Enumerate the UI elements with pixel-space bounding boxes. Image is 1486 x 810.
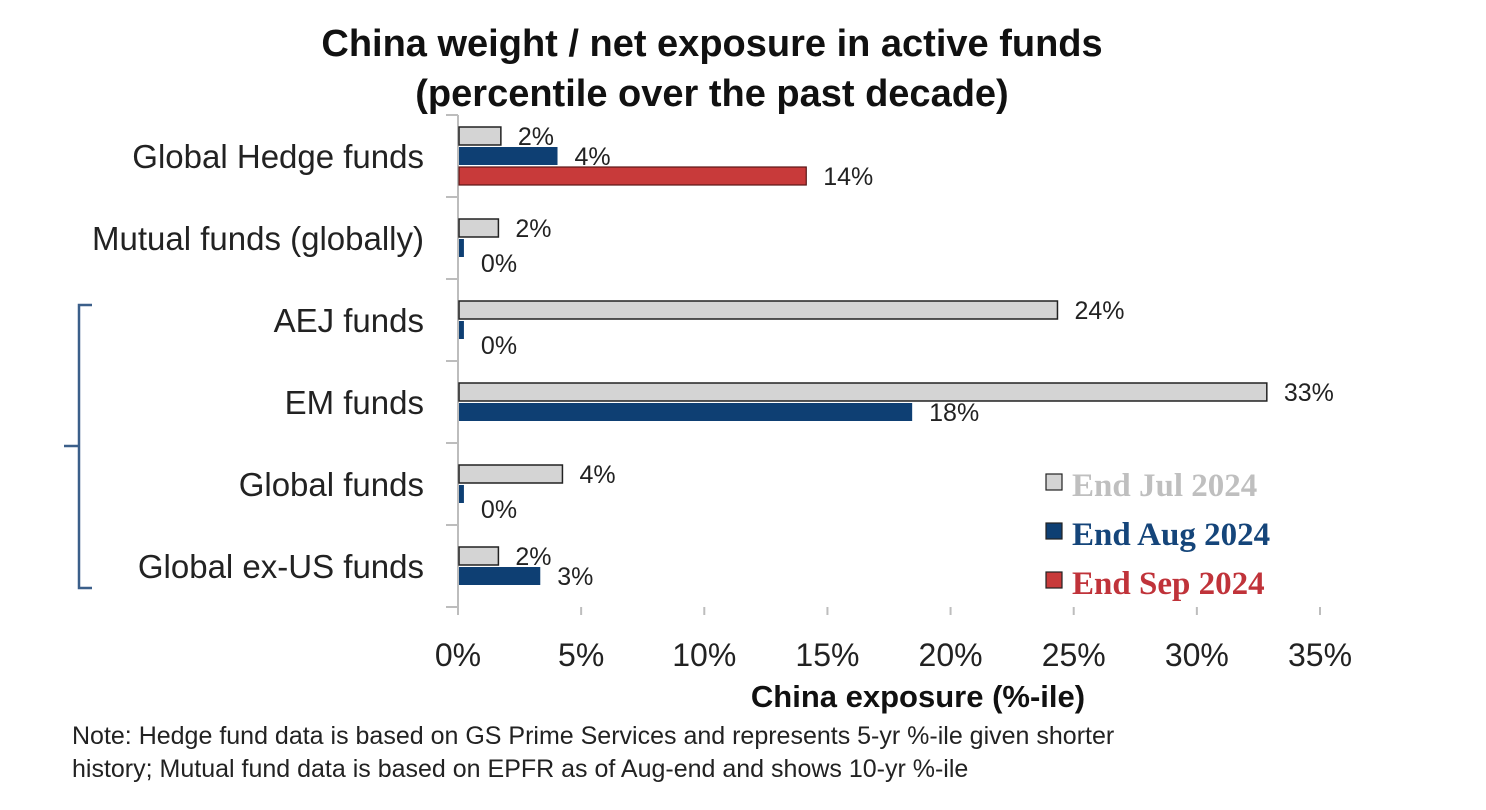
data-label: 24% bbox=[1074, 297, 1124, 325]
legend-swatch bbox=[1045, 522, 1063, 540]
category-label: Global ex-US funds bbox=[138, 548, 424, 585]
data-label: 0% bbox=[481, 332, 517, 360]
x-tick-label: 0% bbox=[435, 637, 481, 673]
bar-end-aug-2024 bbox=[459, 403, 913, 421]
chart-title-line-1: China weight / net exposure in active fu… bbox=[321, 23, 1102, 65]
data-label: 0% bbox=[481, 496, 517, 524]
legend-label: End Aug 2024 bbox=[1072, 517, 1270, 553]
category-labels: Global Hedge funds Mutual funds (globally… bbox=[92, 138, 424, 585]
data-labels: 2%4%14%2%0%24%0%33%18%4%0%2%3% bbox=[481, 123, 1334, 591]
chart-legend: End Jul 2024 End Aug 2024 End Sep 2024 bbox=[1045, 468, 1270, 602]
chart-axes bbox=[446, 114, 1321, 615]
chart-bars bbox=[458, 126, 1268, 585]
bar-end-jul-2024 bbox=[458, 300, 1059, 320]
legend-swatch bbox=[1045, 571, 1063, 589]
note-line-1: Note: Hedge fund data is based on GS Pri… bbox=[72, 722, 1115, 750]
chart: China weight / net exposure in active fu… bbox=[64, 23, 1352, 714]
category-label: Mutual funds (globally) bbox=[92, 220, 424, 257]
data-label: 0% bbox=[481, 250, 517, 278]
bar-end-jul-2024 bbox=[458, 464, 564, 484]
legend-label: End Sep 2024 bbox=[1072, 566, 1265, 602]
x-tick-label: 35% bbox=[1288, 637, 1352, 673]
data-label: 2% bbox=[515, 543, 551, 571]
legend-label: End Jul 2024 bbox=[1072, 468, 1257, 504]
data-label: 2% bbox=[518, 123, 554, 151]
bar-end-jul-2024 bbox=[458, 382, 1268, 402]
x-tick-label: 10% bbox=[672, 637, 736, 673]
data-label: 18% bbox=[929, 399, 979, 427]
category-label: EM funds bbox=[285, 384, 424, 421]
bar-end-aug-2024 bbox=[459, 239, 464, 257]
bar-end-aug-2024 bbox=[459, 567, 541, 585]
bar-end-jul-2024 bbox=[458, 218, 500, 238]
chart-title-line-2: (percentile over the past decade) bbox=[415, 73, 1008, 115]
x-tick-label: 30% bbox=[1165, 637, 1229, 673]
data-label: 4% bbox=[579, 461, 615, 489]
bar-end-aug-2024 bbox=[459, 147, 558, 165]
legend-swatch bbox=[1045, 473, 1063, 491]
chart-note: Note: Hedge fund data is based on GS Pri… bbox=[72, 720, 1402, 786]
bar-end-jul-2024 bbox=[458, 546, 500, 566]
x-tick-label: 15% bbox=[795, 637, 859, 673]
category-label: Global Hedge funds bbox=[132, 138, 424, 175]
data-label: 4% bbox=[575, 143, 611, 171]
bar-end-aug-2024 bbox=[459, 321, 464, 339]
data-label: 2% bbox=[515, 215, 551, 243]
category-label: Global funds bbox=[239, 466, 424, 503]
bar-end-jul-2024 bbox=[458, 126, 502, 146]
x-axis-label: China exposure (%-ile) bbox=[751, 679, 1085, 714]
data-label: 3% bbox=[557, 563, 593, 591]
bar-end-sep-2024 bbox=[458, 166, 807, 186]
x-tick-label: 20% bbox=[919, 637, 983, 673]
data-label: 14% bbox=[823, 163, 873, 191]
category-label: AEJ funds bbox=[274, 302, 424, 339]
x-tick-labels: 0% 5% 10% 15% 20% 25% 30% 35% bbox=[435, 637, 1352, 673]
x-tick-label: 25% bbox=[1042, 637, 1106, 673]
bar-end-aug-2024 bbox=[459, 485, 464, 503]
data-label: 33% bbox=[1284, 379, 1334, 407]
note-line-2: history; Mutual fund data is based on EP… bbox=[72, 755, 969, 783]
x-tick-label: 5% bbox=[558, 637, 604, 673]
region-bracket bbox=[64, 303, 92, 590]
